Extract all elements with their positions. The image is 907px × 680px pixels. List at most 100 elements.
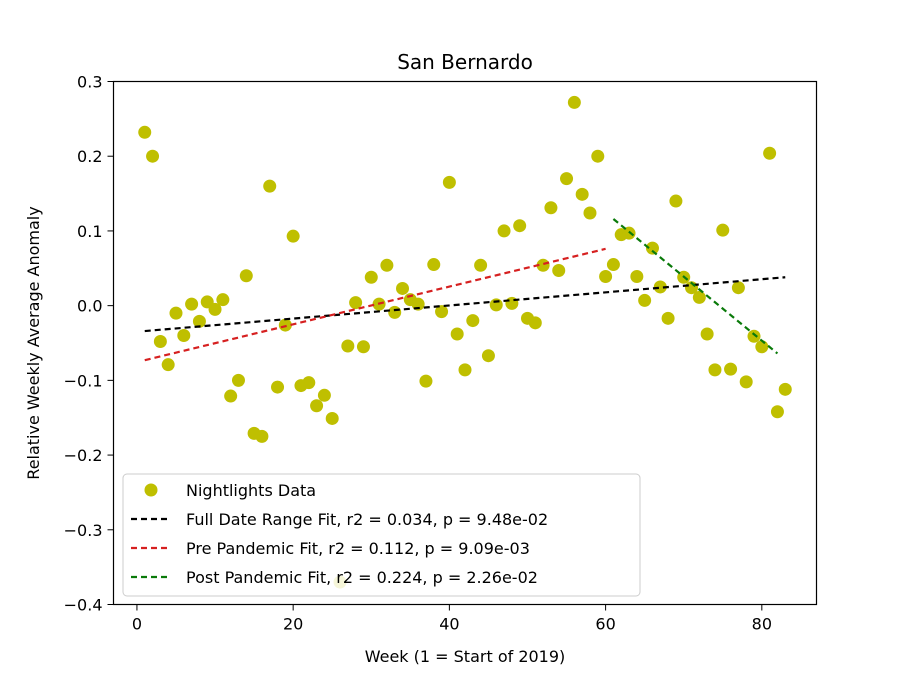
data-point xyxy=(458,363,472,377)
plot-frame xyxy=(112,80,818,606)
data-point xyxy=(364,270,378,284)
data-point xyxy=(341,339,355,353)
data-point xyxy=(286,229,300,243)
fit-line-3 xyxy=(612,218,779,355)
x-axis: 0 20 40 60 80 xyxy=(132,604,772,634)
data-point xyxy=(708,363,722,377)
data-point xyxy=(185,297,199,311)
legend-label-pre-fit: Pre Pandemic Fit, r2 = 0.112, p = 9.09e-… xyxy=(186,539,530,558)
legend-label-full-fit: Full Date Range Fit, r2 = 0.034, p = 9.4… xyxy=(186,510,548,529)
data-point xyxy=(513,219,527,233)
data-point xyxy=(528,316,542,330)
data-point xyxy=(169,306,183,320)
data-point xyxy=(427,258,441,272)
data-point xyxy=(177,329,191,343)
data-point xyxy=(146,149,160,163)
data-point xyxy=(606,258,620,272)
data-point xyxy=(692,290,706,304)
data-point xyxy=(224,389,238,403)
data-point xyxy=(669,194,683,208)
y-axis: 0.3 0.2 0.1 0.0 −0.1 −0.2 −0.3 −0.4 xyxy=(64,73,114,615)
y-tick-label: −0.1 xyxy=(64,371,103,390)
data-point xyxy=(747,329,761,343)
data-point xyxy=(481,349,495,363)
x-axis-label: Week (1 = Start of 2019) xyxy=(365,647,566,666)
data-point xyxy=(435,305,449,319)
data-point xyxy=(731,281,745,295)
data-point xyxy=(356,340,370,354)
data-point xyxy=(380,258,394,272)
chart-title: San Bernardo xyxy=(397,50,533,74)
data-point xyxy=(778,382,792,396)
y-axis-label: Relative Weekly Average Anomaly xyxy=(24,206,43,479)
y-tick-label: −0.2 xyxy=(64,446,103,465)
data-point xyxy=(271,380,285,394)
data-point xyxy=(442,175,456,189)
y-tick-label: 0.1 xyxy=(77,222,102,241)
fit-line-2 xyxy=(144,247,606,362)
data-point xyxy=(310,399,324,413)
data-point xyxy=(138,125,152,139)
data-point xyxy=(770,405,784,419)
data-point xyxy=(278,318,292,332)
data-point xyxy=(255,429,269,443)
data-point xyxy=(739,375,753,389)
x-tick-label: 40 xyxy=(439,615,459,634)
legend-entry-full-fit: Full Date Range Fit, r2 = 0.034, p = 9.4… xyxy=(131,510,548,529)
legend-label-nightlights: Nightlights Data xyxy=(186,481,316,500)
data-point xyxy=(208,302,222,316)
data-point xyxy=(552,264,566,278)
data-point xyxy=(544,201,558,215)
y-tick-label: 0.3 xyxy=(77,73,102,92)
y-tick-label: −0.4 xyxy=(64,596,103,615)
data-point xyxy=(450,327,464,341)
x-tick-label: 20 xyxy=(283,615,303,634)
fit-line-1 xyxy=(144,276,786,333)
data-point xyxy=(419,374,433,388)
data-point xyxy=(560,172,574,186)
data-point xyxy=(317,388,331,402)
data-point xyxy=(575,187,589,201)
data-point xyxy=(716,223,730,237)
data-point xyxy=(567,95,581,109)
data-point xyxy=(161,358,175,372)
data-point xyxy=(474,258,488,272)
data-point xyxy=(645,241,659,255)
data-point xyxy=(302,376,316,390)
legend-entry-post-fit: Post Pandemic Fit, r2 = 0.224, p = 2.26e… xyxy=(131,568,538,587)
y-tick-label: 0.2 xyxy=(77,147,102,166)
legend-box xyxy=(122,473,641,597)
data-point xyxy=(591,149,605,163)
data-point xyxy=(216,293,230,307)
data-point xyxy=(638,293,652,307)
data-point xyxy=(153,335,167,349)
plot-area xyxy=(138,95,792,589)
data-point xyxy=(396,281,410,295)
x-tick-label: 80 xyxy=(752,615,772,634)
data-point xyxy=(630,270,644,283)
data-point xyxy=(388,305,402,319)
data-point xyxy=(349,296,363,310)
data-point xyxy=(653,280,667,294)
data-point xyxy=(239,269,253,283)
legend-label-post-fit: Post Pandemic Fit, r2 = 0.224, p = 2.26e… xyxy=(186,568,538,587)
data-point xyxy=(263,179,277,193)
legend-marker-nightlights xyxy=(144,483,158,497)
data-point xyxy=(700,327,714,341)
y-tick-label: −0.3 xyxy=(64,521,103,540)
data-point xyxy=(583,206,597,220)
data-point xyxy=(599,270,613,283)
data-point xyxy=(661,311,675,325)
data-point xyxy=(724,362,738,376)
data-point xyxy=(763,146,777,160)
y-tick-label: 0.0 xyxy=(77,297,102,316)
legend-entry-pre-fit: Pre Pandemic Fit, r2 = 0.112, p = 9.09e-… xyxy=(131,539,530,558)
data-point xyxy=(231,373,245,387)
data-point xyxy=(497,224,511,238)
data-point xyxy=(325,411,339,425)
data-point xyxy=(755,340,769,354)
data-point xyxy=(192,314,206,328)
x-tick-label: 0 xyxy=(132,615,142,634)
legend-entry-nightlights: Nightlights Data xyxy=(144,481,316,500)
